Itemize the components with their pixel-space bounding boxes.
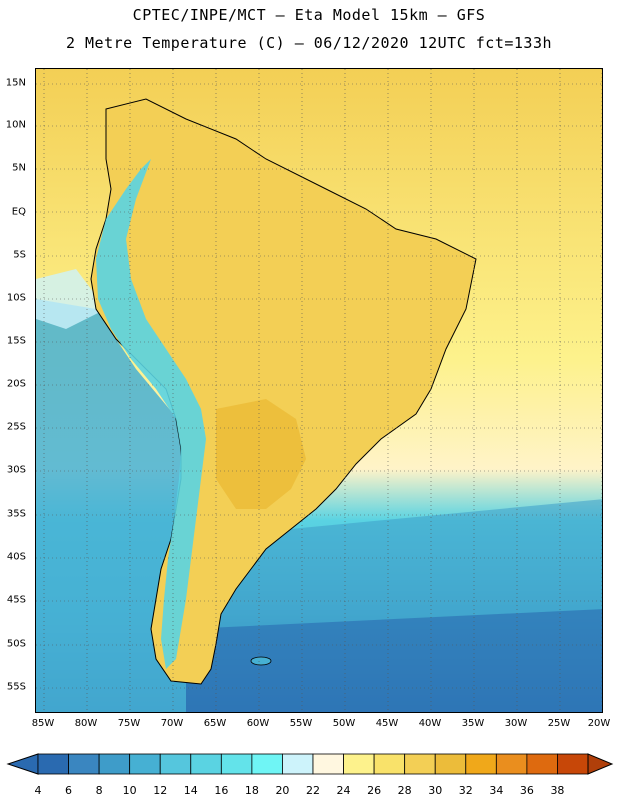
colorbar-low-arrow [6,753,39,775]
longitude-label: 30W [504,718,528,729]
longitude-label: 55W [289,718,313,729]
colorbar-segment [495,753,528,775]
colorbar-label: 22 [306,784,320,797]
longitude-label: 60W [246,718,270,729]
latitude-label: 55S [6,681,26,693]
longitude-label: 25W [547,718,571,729]
latitude-label: 5S [13,249,26,261]
pacific-cold-zone [36,299,186,712]
colorbar-segment [465,753,497,775]
longitude-label: 75W [117,718,141,729]
colorbar-segment [434,753,467,775]
longitude-label: 45W [375,718,399,729]
latitude-label: 25S [6,421,26,433]
colorbar-label: 18 [244,784,259,797]
graticule [36,69,602,712]
latitude-label: 15N [5,77,26,89]
latitude-label: 35S [6,508,26,520]
colorbar-label: 14 [183,784,198,797]
colorbar-label: 12 [153,784,168,797]
colorbar-segment [312,753,344,775]
map-canvas [36,69,602,712]
atlantic-deep-cold-zone [186,609,602,712]
latitude-label: 40S [6,551,26,563]
longitude-label: 35W [461,718,485,729]
latitude-label: 10S [6,292,26,304]
latitude-label: 15S [6,335,26,347]
colorbar-segment [68,753,100,775]
colorbar-segment [282,753,314,775]
colorbar-label: 30 [428,784,443,797]
longitude-label: 40W [418,718,442,729]
map-title-line2: 2 Metre Temperature (C) – 06/12/2020 12U… [65,34,553,52]
colorbar-label: 38 [550,784,565,797]
andes-cold-strip [96,159,206,669]
longitude-label: 85W [31,718,55,729]
latitude-label: 20S [6,378,26,390]
colorbar-segment [526,753,558,775]
colorbar-segment [404,753,436,775]
latitude-label: 30S [6,464,26,476]
colorbar-label: 34 [489,784,504,797]
temperature-colorbar [6,753,614,775]
colorbar-segment [220,753,253,775]
map-title-line1: CPTEC/INPE/MCT – Eta Model 15km – GFS [132,6,486,24]
colorbar-label: 8 [95,784,103,797]
colorbar-segment [159,753,192,775]
colorbar-label: 10 [122,784,137,797]
longitude-label: 50W [332,718,356,729]
falklands [250,656,272,666]
colorbar-segment [37,753,69,775]
longitude-label: 70W [160,718,184,729]
colorbar-label: 20 [275,784,290,797]
colorbar-segment [373,753,406,775]
latitude-label: EQ [11,206,26,218]
latitude-label: 10N [5,119,26,131]
colorbar-segment [251,753,283,775]
colorbar-label: 36 [519,784,534,797]
colorbar-segment [129,753,161,775]
temperature-map [35,68,603,713]
colorbar-label: 24 [336,784,351,797]
longitude-label: 20W [587,718,611,729]
longitude-label: 80W [74,718,98,729]
latitude-label: 5N [12,162,26,174]
colorbar-high-arrow [587,753,614,775]
latitude-label: 50S [6,638,26,650]
colorbar-segment [557,753,589,775]
latitude-label: 45S [6,594,26,606]
pacific-cool-strip [36,269,106,329]
colorbar-segment [98,753,131,775]
interior-hot-zone [216,399,306,509]
longitude-label: 65W [203,718,227,729]
colorbar-label: 4 [34,784,42,797]
colorbar-label: 28 [397,784,412,797]
colorbar-label: 26 [367,784,382,797]
colorbar-label: 6 [65,784,73,797]
colorbar-label: 16 [214,784,229,797]
colorbar-segment [190,753,222,775]
colorbar-segment [343,753,375,775]
colorbar-label: 32 [458,784,473,797]
